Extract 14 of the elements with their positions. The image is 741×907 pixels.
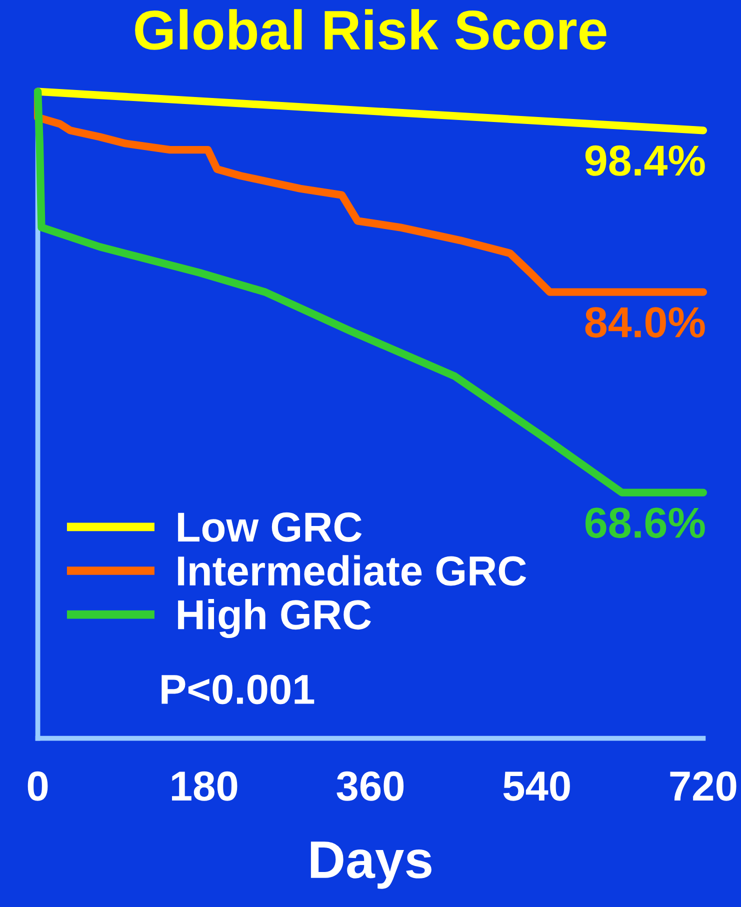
annotation: P<0.001 [162,674,314,704]
annotation: 98.4% [585,145,705,176]
x-tick-label: 360 [336,771,404,801]
x-axis-title: Days [310,842,432,889]
x-tick-label: 540 [503,771,570,801]
x-tick-label: 720 [670,771,736,801]
x-tick-label: 0 [28,771,48,801]
legend-label: High GRC [178,598,371,638]
x-tick-label: 180 [172,771,238,801]
legend-label: Intermediate GRC [178,555,526,586]
annotation: 84.0% [585,307,705,338]
chart-title: Global Risk Score [135,9,606,50]
legend-label: Low GRC [178,512,362,542]
annotation: 68.6% [585,508,705,538]
